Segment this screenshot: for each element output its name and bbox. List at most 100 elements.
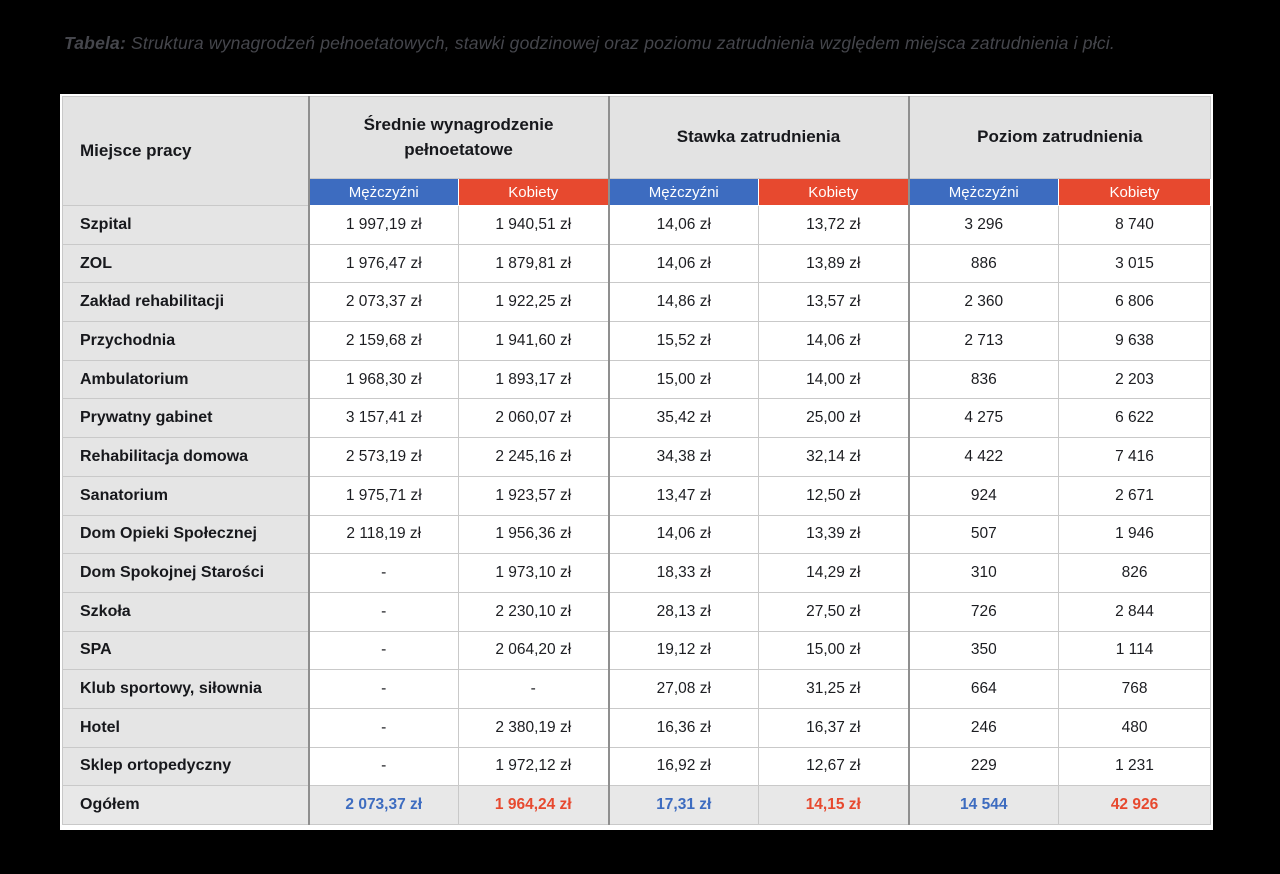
value-cell: - [307, 591, 459, 632]
caption-text: Struktura wynagrodzeń pełnoetatowych, st… [131, 33, 1115, 53]
value-cell: 1 941,60 zł [457, 321, 610, 361]
row-label: Prywatny gabinet [62, 398, 309, 439]
value-cell: 15,00 zł [607, 359, 760, 400]
value-cell: 886 [907, 243, 1060, 284]
value-cell: 2 159,68 zł [307, 321, 459, 361]
table-row: Prywatny gabinet 3 157,41 zł 2 060,07 zł 35… [62, 398, 1212, 439]
table-row: Zakład rehabilitacji 2 073,37 zł 1 922,25 … [62, 282, 1212, 323]
subheader-row: Mężczyźni Kobiety Mężczyźni Kobiety Mężc… [63, 178, 1212, 206]
value-cell: 14,06 zł [607, 243, 760, 284]
value-cell: 2 073,37 zł [307, 785, 459, 825]
value-cell: 4 422 [907, 437, 1060, 477]
value-cell: 507 [907, 514, 1060, 555]
table-row: Ambulatorium 1 968,30 zł 1 893,17 zł 15,00 … [62, 359, 1212, 400]
row-label: Dom Opieki Społecznej [62, 514, 309, 555]
salary-table: Miejsce pracy Średnie wynagrodzenie pełn… [62, 96, 1212, 825]
table-row: Dom Opieki Społecznej 2 118,19 zł 1 956,36… [62, 514, 1212, 555]
value-cell: 246 [907, 707, 1060, 748]
value-cell: 1 975,71 zł [307, 475, 459, 516]
value-cell: 2 573,19 zł [307, 437, 459, 477]
value-cell: 14,06 zł [607, 514, 760, 555]
value-cell: 2 064,20 zł [457, 630, 610, 671]
value-cell: 826 [1058, 553, 1212, 593]
value-cell: 310 [907, 553, 1060, 593]
value-cell: 1 923,57 zł [457, 475, 610, 516]
table-row: Sklep ortopedyczny -1 972,12 zł 16,92 zł 12… [62, 746, 1212, 787]
row-label: Przychodnia [62, 321, 309, 361]
row-label: SPA [62, 630, 309, 671]
value-cell: 14 544 [907, 785, 1060, 825]
value-cell: 13,39 zł [758, 514, 910, 555]
value-cell: 34,38 zł [607, 437, 760, 477]
value-cell: 2 203 [1058, 359, 1212, 400]
value-cell: 3 296 [907, 205, 1060, 245]
subheader-level-women: Kobiety [1058, 178, 1212, 206]
value-cell: - [457, 669, 610, 709]
value-cell: 13,57 zł [758, 282, 910, 323]
value-cell: - [307, 746, 459, 787]
value-cell: 1 940,51 zł [457, 205, 610, 245]
value-cell: 13,89 zł [758, 243, 910, 284]
column-group-average-salary: Średnie wynagrodzenie pełnoetatowe [307, 96, 610, 179]
value-cell: 27,08 zł [607, 669, 760, 709]
value-cell: 8 740 [1058, 205, 1212, 245]
value-cell: 836 [907, 359, 1060, 400]
value-cell: 664 [907, 669, 1060, 709]
value-cell: 480 [1058, 707, 1212, 748]
value-cell: 2 844 [1058, 591, 1212, 632]
value-cell: 7 416 [1058, 437, 1212, 477]
value-cell: 42 926 [1058, 785, 1212, 825]
table-row: Szpital 1 997,19 zł 1 940,51 zł 14,06 zł 13,… [62, 205, 1212, 245]
value-cell: 1 893,17 zł [457, 359, 610, 400]
value-cell: 13,47 zł [607, 475, 760, 516]
value-cell: 1 946 [1058, 514, 1212, 555]
row-label: ZOL [62, 243, 309, 284]
value-cell: 2 230,10 zł [457, 591, 610, 632]
table-row: SPA -2 064,20 zł 19,12 zł 15,00 zł 350 1 114 [62, 630, 1212, 671]
table-row: Dom Spokojnej Starości -1 973,10 zł 18,33 … [62, 553, 1212, 593]
subheader-level-men: Mężczyźni [907, 178, 1060, 206]
subheader-salary-women: Kobiety [457, 178, 610, 206]
subheader-rate-men: Mężczyźni [607, 178, 760, 206]
table-body: Szpital 1 997,19 zł 1 940,51 zł 14,06 zł 13,… [62, 205, 1212, 825]
value-cell: 6 622 [1058, 398, 1212, 439]
value-cell: 3 157,41 zł [307, 398, 459, 439]
row-label: Zakład rehabilitacji [62, 282, 309, 323]
value-cell: 1 114 [1058, 630, 1212, 671]
value-cell: - [307, 707, 459, 748]
table-row: ZOL 1 976,47 zł 1 879,81 zł 14,06 zł 13,89 z… [62, 243, 1212, 284]
value-cell: 15,00 zł [758, 630, 910, 671]
value-cell: 1 231 [1058, 746, 1212, 787]
value-cell: - [307, 553, 459, 593]
value-cell: 2 245,16 zł [457, 437, 610, 477]
row-label: Sanatorium [62, 475, 309, 516]
value-cell: 1 968,30 zł [307, 359, 459, 400]
table-row: Klub sportowy, siłownia - -27,08 zł 31,25 z… [62, 669, 1212, 709]
caption-prefix: Tabela: [64, 33, 127, 53]
value-cell: 2 073,37 zł [307, 282, 459, 323]
value-cell: - [307, 630, 459, 671]
value-cell: 2 118,19 zł [307, 514, 459, 555]
value-cell: 14,86 zł [607, 282, 760, 323]
value-cell: 1 879,81 zł [457, 243, 610, 284]
value-cell: 25,00 zł [758, 398, 910, 439]
row-label: Szkoła [62, 591, 309, 632]
value-cell: 12,67 zł [758, 746, 910, 787]
value-cell: 726 [907, 591, 1060, 632]
value-cell: 12,50 zł [758, 475, 910, 516]
value-cell: 27,50 zł [758, 591, 910, 632]
row-label: Hotel [62, 707, 309, 748]
value-cell: 35,42 zł [607, 398, 760, 439]
column-group-hourly-rate: Stawka zatrudnienia [607, 96, 910, 179]
value-cell: 14,06 zł [758, 321, 910, 361]
value-cell: 2 713 [907, 321, 1060, 361]
table-row: Rehabilitacja domowa 2 573,19 zł 2 245,16 … [62, 437, 1212, 477]
value-cell: 4 275 [907, 398, 1060, 439]
value-cell: 1 973,10 zł [457, 553, 610, 593]
group-header-row: Miejsce pracy Średnie wynagrodzenie pełn… [62, 96, 1212, 206]
subheader-salary-men: Mężczyźni [307, 178, 459, 206]
value-cell: 15,52 zł [607, 321, 760, 361]
row-label: Dom Spokojnej Starości [62, 553, 309, 593]
value-cell: 1 976,47 zł [307, 243, 459, 284]
table-row: Przychodnia 2 159,68 zł 1 941,60 zł 15,52 z… [62, 321, 1212, 361]
